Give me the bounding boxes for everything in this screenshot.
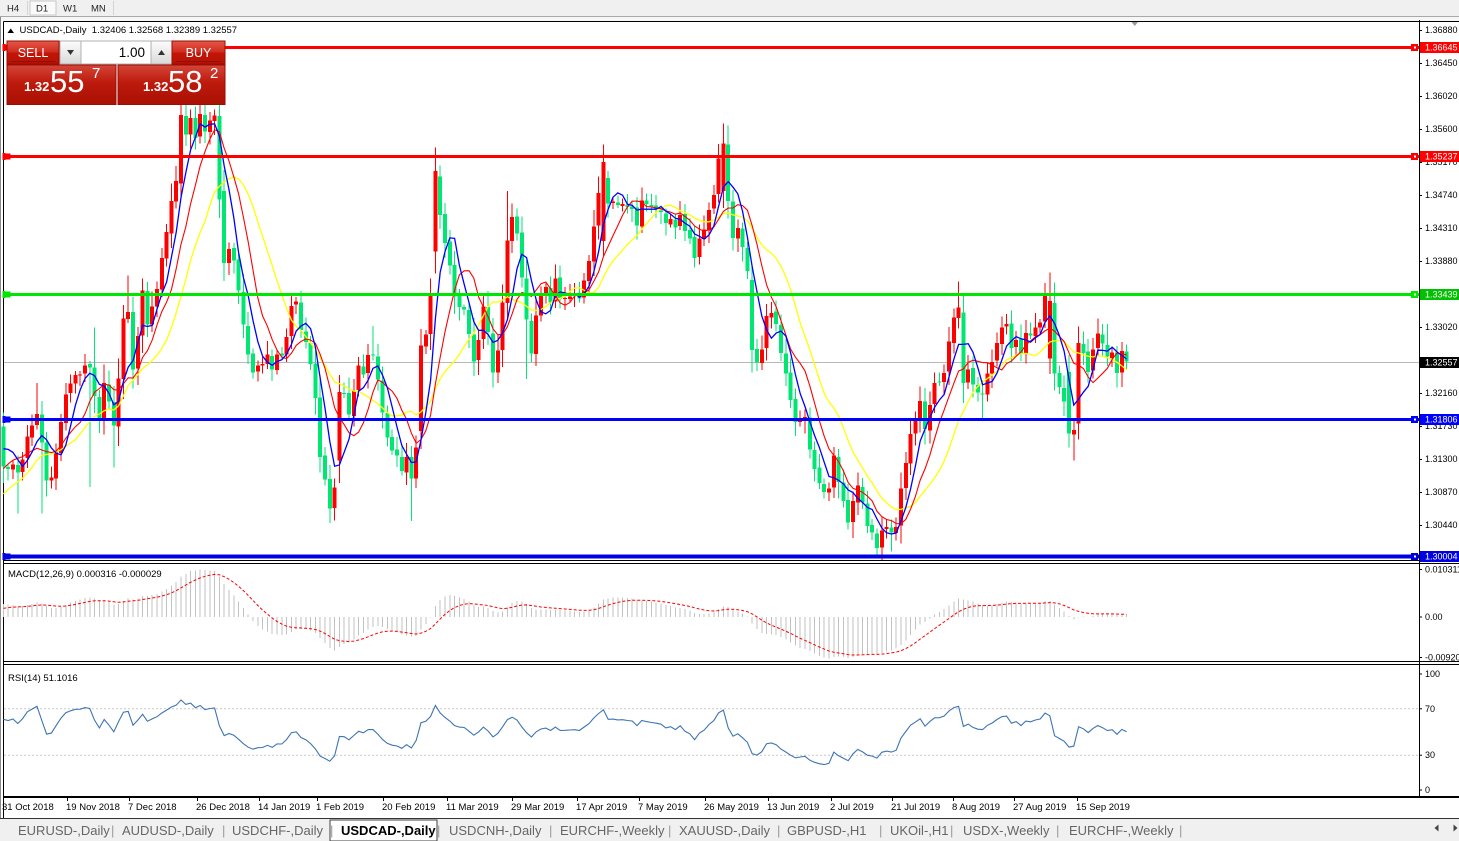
svg-text:1.30004: 1.30004 bbox=[1425, 552, 1458, 562]
svg-text:55: 55 bbox=[50, 64, 84, 99]
svg-text:USDCNH-,Daily: USDCNH-,Daily bbox=[449, 823, 542, 838]
svg-text:EURUSD-,Daily: EURUSD-,Daily bbox=[18, 823, 110, 838]
svg-text:1.30440: 1.30440 bbox=[1425, 520, 1458, 530]
svg-text:0.010311: 0.010311 bbox=[1425, 565, 1459, 575]
svg-text:7 May 2019: 7 May 2019 bbox=[638, 802, 688, 813]
svg-text:SELL: SELL bbox=[18, 46, 49, 60]
svg-text:|: | bbox=[437, 823, 440, 838]
svg-text:1.36880: 1.36880 bbox=[1425, 25, 1458, 35]
svg-text:RSI(14) 51.1016: RSI(14) 51.1016 bbox=[8, 673, 78, 684]
svg-text:1.34740: 1.34740 bbox=[1425, 190, 1458, 200]
svg-text:1.33880: 1.33880 bbox=[1425, 256, 1458, 266]
svg-text:0.00: 0.00 bbox=[1425, 612, 1443, 622]
svg-text:13 Jun 2019: 13 Jun 2019 bbox=[767, 802, 819, 813]
svg-text:USDX-,Weekly: USDX-,Weekly bbox=[963, 823, 1050, 838]
svg-text:|: | bbox=[950, 823, 953, 838]
svg-text:29 Mar 2019: 29 Mar 2019 bbox=[511, 802, 564, 813]
svg-text:26 Dec 2018: 26 Dec 2018 bbox=[196, 802, 250, 813]
svg-text:8 Aug 2019: 8 Aug 2019 bbox=[952, 802, 1000, 813]
svg-text:|: | bbox=[330, 823, 333, 838]
svg-text:|: | bbox=[879, 823, 882, 838]
svg-text:1.32557: 1.32557 bbox=[1425, 358, 1458, 368]
svg-text:1 Feb 2019: 1 Feb 2019 bbox=[316, 802, 364, 813]
svg-text:26 May 2019: 26 May 2019 bbox=[704, 802, 759, 813]
svg-text:|: | bbox=[777, 823, 780, 838]
svg-text:USDCHF-,Daily: USDCHF-,Daily bbox=[232, 823, 324, 838]
svg-text:58: 58 bbox=[168, 64, 202, 99]
svg-text:D1: D1 bbox=[36, 4, 48, 15]
svg-text:GBPUSD-,H1: GBPUSD-,H1 bbox=[787, 823, 866, 838]
svg-text:1.35237: 1.35237 bbox=[1425, 152, 1458, 162]
svg-text:|: | bbox=[1179, 823, 1182, 838]
svg-text:100: 100 bbox=[1425, 669, 1440, 679]
svg-text:|: | bbox=[111, 823, 114, 838]
svg-text:1.34310: 1.34310 bbox=[1425, 223, 1458, 233]
svg-text:19 Nov 2018: 19 Nov 2018 bbox=[66, 802, 120, 813]
svg-text:1.36020: 1.36020 bbox=[1425, 91, 1458, 101]
svg-text:BUY: BUY bbox=[186, 46, 212, 60]
svg-text:XAUUSD-,Daily: XAUUSD-,Daily bbox=[679, 823, 771, 838]
svg-text:7: 7 bbox=[92, 65, 100, 82]
svg-text:7 Dec 2018: 7 Dec 2018 bbox=[128, 802, 177, 813]
svg-text:1.35600: 1.35600 bbox=[1425, 124, 1458, 134]
svg-text:|: | bbox=[668, 823, 671, 838]
svg-text:1.31806: 1.31806 bbox=[1425, 415, 1458, 425]
svg-text:|: | bbox=[1056, 823, 1059, 838]
svg-text:EURCHF-,Weekly: EURCHF-,Weekly bbox=[560, 823, 665, 838]
svg-text:1.30870: 1.30870 bbox=[1425, 487, 1458, 497]
svg-text:|: | bbox=[549, 823, 552, 838]
svg-text:1.36645: 1.36645 bbox=[1425, 43, 1458, 53]
svg-text:1.32160: 1.32160 bbox=[1425, 388, 1458, 398]
svg-text:1.32: 1.32 bbox=[143, 79, 168, 94]
svg-text:21 Jul 2019: 21 Jul 2019 bbox=[891, 802, 940, 813]
svg-text:1.00: 1.00 bbox=[119, 45, 145, 60]
svg-text:1.31730: 1.31730 bbox=[1425, 421, 1458, 431]
svg-text:MN: MN bbox=[91, 4, 106, 15]
svg-text:|: | bbox=[222, 823, 225, 838]
svg-text:H4: H4 bbox=[7, 4, 19, 15]
svg-text:27 Aug 2019: 27 Aug 2019 bbox=[1013, 802, 1066, 813]
svg-text:1.33020: 1.33020 bbox=[1425, 322, 1458, 332]
svg-text:2: 2 bbox=[210, 65, 218, 82]
svg-text:1.32: 1.32 bbox=[24, 79, 49, 94]
svg-text:1.33439: 1.33439 bbox=[1425, 290, 1458, 300]
svg-text:USDCAD-,Daily 1.32406 1.32568: USDCAD-,Daily 1.32406 1.32568 1.32389 1.… bbox=[20, 25, 238, 36]
svg-text:AUDUSD-,Daily: AUDUSD-,Daily bbox=[122, 823, 214, 838]
svg-text:MACD(12,26,9) 0.000316 -0.0000: MACD(12,26,9) 0.000316 -0.000029 bbox=[8, 569, 162, 580]
svg-text:1.36450: 1.36450 bbox=[1425, 58, 1458, 68]
svg-text:30: 30 bbox=[1425, 750, 1435, 760]
svg-text:11 Mar 2019: 11 Mar 2019 bbox=[446, 802, 499, 813]
svg-text:UKOil-,H1: UKOil-,H1 bbox=[890, 823, 949, 838]
svg-text:17 Apr 2019: 17 Apr 2019 bbox=[576, 802, 627, 813]
svg-text:2 Jul 2019: 2 Jul 2019 bbox=[830, 802, 874, 813]
svg-text:W1: W1 bbox=[63, 4, 77, 15]
svg-text:EURCHF-,Weekly: EURCHF-,Weekly bbox=[1069, 823, 1174, 838]
svg-text:USDCAD-,Daily: USDCAD-,Daily bbox=[341, 823, 436, 838]
svg-text:0: 0 bbox=[1425, 785, 1430, 795]
svg-text:1.31300: 1.31300 bbox=[1425, 454, 1458, 464]
svg-text:15 Sep 2019: 15 Sep 2019 bbox=[1076, 802, 1130, 813]
svg-text:-0.00920: -0.00920 bbox=[1425, 653, 1459, 663]
svg-text:14 Jan 2019: 14 Jan 2019 bbox=[258, 802, 310, 813]
svg-text:31 Oct 2018: 31 Oct 2018 bbox=[2, 802, 54, 813]
svg-text:20 Feb 2019: 20 Feb 2019 bbox=[382, 802, 435, 813]
svg-text:70: 70 bbox=[1425, 704, 1435, 714]
